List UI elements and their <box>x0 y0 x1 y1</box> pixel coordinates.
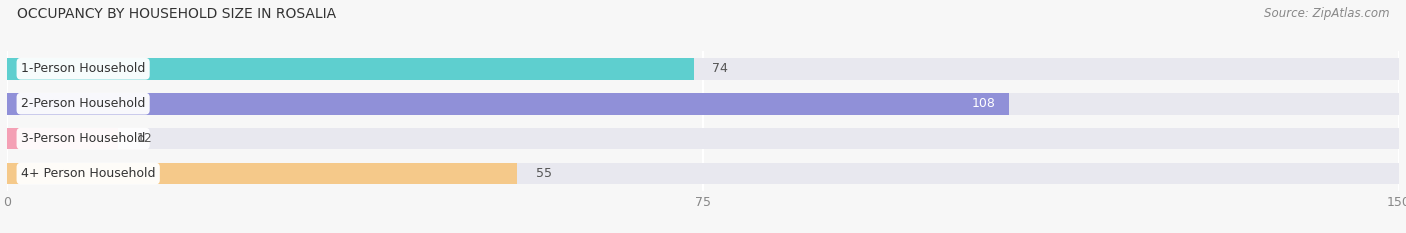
Bar <box>7 58 1399 80</box>
Text: 108: 108 <box>972 97 995 110</box>
Bar <box>7 128 118 150</box>
Text: 12: 12 <box>136 132 153 145</box>
Text: 74: 74 <box>713 62 728 75</box>
Bar <box>7 128 1399 150</box>
Bar <box>7 93 1399 115</box>
Bar <box>7 58 693 80</box>
Text: Source: ZipAtlas.com: Source: ZipAtlas.com <box>1264 7 1389 20</box>
Text: 2-Person Household: 2-Person Household <box>21 97 145 110</box>
Bar <box>7 93 1010 115</box>
Text: 55: 55 <box>536 167 553 180</box>
Text: 4+ Person Household: 4+ Person Household <box>21 167 156 180</box>
Bar <box>7 163 517 185</box>
Bar <box>7 163 1399 185</box>
Text: 3-Person Household: 3-Person Household <box>21 132 145 145</box>
Text: OCCUPANCY BY HOUSEHOLD SIZE IN ROSALIA: OCCUPANCY BY HOUSEHOLD SIZE IN ROSALIA <box>17 7 336 21</box>
Text: 1-Person Household: 1-Person Household <box>21 62 145 75</box>
